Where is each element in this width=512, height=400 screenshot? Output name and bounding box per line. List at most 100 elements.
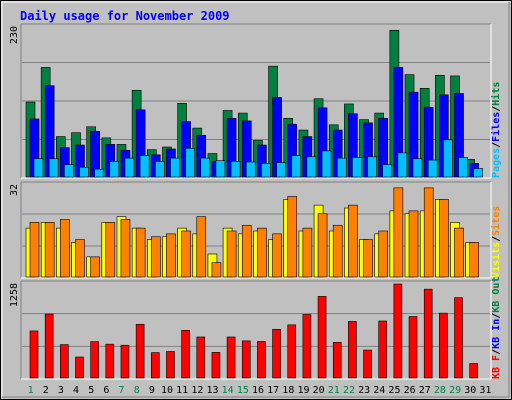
bar-kb-f-day-6 — [105, 343, 115, 379]
chart-panels: 230Pages/Files/Hits32Visits/Sites1258KB … — [9, 23, 502, 380]
bar-sites-day-6 — [105, 222, 116, 278]
day-label-17: 17 — [267, 385, 279, 396]
bar-kb-f-day-28 — [439, 312, 448, 379]
day-label-18: 18 — [282, 385, 294, 396]
bar-sites-day-26 — [408, 210, 419, 278]
bar-kb-f-day-24 — [378, 320, 388, 379]
side-legend-sites: Sites — [490, 206, 502, 236]
day-label-19: 19 — [297, 385, 309, 396]
day-label-24: 24 — [373, 385, 385, 396]
bar-kb-f-day-14 — [226, 336, 236, 379]
bar-kb-f-day-22 — [348, 321, 357, 379]
bar-kb-f-day-16 — [257, 341, 266, 379]
bar-sites-day-7 — [120, 219, 131, 278]
bar-sites-day-22 — [348, 204, 358, 278]
side-legend: Visits/Sites — [490, 206, 502, 278]
bar-sites-day-5 — [90, 256, 100, 278]
bar-pages-day-9 — [154, 161, 165, 178]
bar-kb-f-day-23 — [363, 349, 372, 379]
day-label-28: 28 — [434, 385, 446, 396]
bar-kb-f-day-20 — [317, 296, 327, 379]
bar-pages-day-22 — [352, 157, 362, 178]
day-label-7: 7 — [119, 385, 125, 396]
bar-pages-day-21 — [336, 157, 347, 178]
bar-kb-f-day-10 — [166, 351, 175, 379]
bar-kb-f-day-30 — [469, 363, 478, 379]
bar-pages-day-6 — [109, 161, 120, 178]
x-axis-day-labels: 1 2 3 4 5 6 7 8 9 10 11 12 13 14 15 16 17 18 19 20 21 22 23 24 2… — [28, 385, 492, 396]
bar-sites-day-14 — [226, 230, 237, 278]
day-label-27: 27 — [419, 385, 431, 396]
bar-sites-day-13 — [211, 262, 222, 278]
day-label-21: 21 — [328, 385, 340, 396]
bar-sites-day-21 — [332, 224, 343, 278]
side-legend-separator: / — [491, 349, 502, 355]
day-label-1: 1 — [28, 385, 34, 396]
side-legend-hits: Hits — [490, 82, 502, 106]
bar-pages-day-25 — [397, 152, 408, 178]
bar-kb-f-day-29 — [454, 297, 463, 379]
bar-kb-f-day-26 — [408, 316, 418, 379]
bar-pages-day-16 — [261, 163, 271, 178]
side-legend-kb-out: KB Out — [491, 277, 502, 313]
bar-sites-day-19 — [302, 227, 313, 278]
bar-kb-f-day-8 — [135, 323, 145, 379]
day-label-5: 5 — [88, 385, 94, 396]
bar-sites-day-29 — [454, 227, 464, 278]
y-max-label: 32 — [9, 184, 20, 196]
bar-pages-day-18 — [291, 155, 302, 178]
bar-pages-day-12 — [200, 157, 211, 178]
chart-panel-2: 32 Visits/Sites — [9, 181, 502, 279]
side-legend-pages: Pages — [491, 148, 502, 178]
bar-pages-day-29 — [458, 157, 468, 178]
bar-sites-day-15 — [241, 224, 252, 278]
side-legend-separator: / — [491, 236, 502, 242]
bar-sites-day-24 — [378, 230, 389, 278]
day-label-10: 10 — [161, 385, 173, 396]
bar-kb-f-day-9 — [150, 352, 160, 379]
side-legend-separator: / — [491, 142, 502, 148]
bar-pages-day-23 — [367, 156, 377, 178]
bar-pages-day-14 — [230, 161, 241, 178]
bar-kb-f-day-11 — [181, 330, 190, 379]
bar-sites-day-10 — [166, 233, 176, 278]
bar-sites-day-28 — [439, 199, 449, 278]
day-label-9: 9 — [149, 385, 155, 396]
day-label-3: 3 — [58, 385, 64, 396]
bar-sites-day-27 — [423, 187, 434, 278]
side-legend: KB F/KB In/KB Out — [491, 277, 502, 379]
bar-pages-day-13 — [215, 160, 226, 178]
day-label-29: 29 — [449, 385, 461, 396]
bar-pages-day-4 — [79, 166, 89, 178]
bar-kb-f-day-2 — [44, 313, 54, 379]
bar-sites-day-30 — [469, 242, 479, 278]
bar-sites-day-18 — [287, 196, 298, 278]
bar-pages-day-27 — [427, 159, 438, 178]
bar-sites-day-16 — [257, 227, 267, 278]
day-label-6: 6 — [103, 385, 109, 396]
bar-pages-day-26 — [412, 158, 423, 178]
bar-pages-day-2 — [48, 158, 59, 178]
side-legend-kb-in: KB In — [491, 319, 502, 349]
y-max-label: 230 — [9, 26, 20, 44]
bar-pages-day-17 — [276, 162, 286, 178]
day-label-16: 16 — [252, 385, 264, 396]
bar-pages-day-30 — [473, 168, 483, 178]
day-label-26: 26 — [404, 385, 416, 396]
day-label-23: 23 — [358, 385, 370, 396]
bar-pages-day-11 — [185, 148, 195, 178]
bar-kb-f-day-1 — [29, 330, 39, 379]
bar-sites-day-2 — [44, 222, 55, 278]
bar-pages-day-3 — [64, 164, 74, 178]
bar-sites-day-12 — [196, 216, 207, 278]
bar-pages-day-15 — [245, 161, 256, 178]
bar-kb-f-day-13 — [211, 352, 221, 379]
side-legend-files: Files — [490, 112, 502, 142]
bar-pages-day-20 — [321, 150, 332, 178]
day-label-13: 13 — [206, 385, 218, 396]
bar-sites-day-9 — [150, 236, 161, 278]
day-label-20: 20 — [313, 385, 325, 396]
day-label-25: 25 — [388, 385, 400, 396]
side-legend-kb-f: KB F — [491, 355, 502, 379]
